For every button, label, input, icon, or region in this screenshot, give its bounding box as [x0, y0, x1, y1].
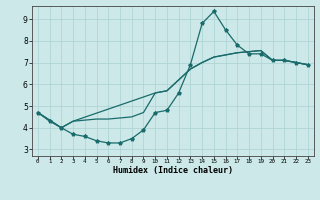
- X-axis label: Humidex (Indice chaleur): Humidex (Indice chaleur): [113, 166, 233, 175]
